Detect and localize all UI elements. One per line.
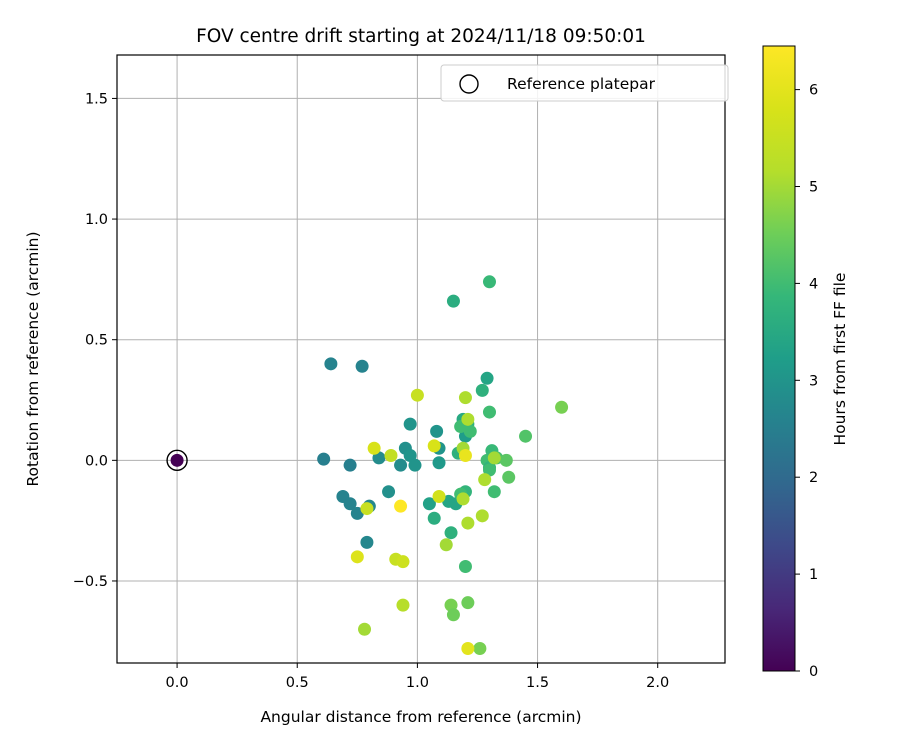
y-tick-label: 1.5 xyxy=(85,91,108,107)
data-point xyxy=(458,391,472,405)
data-point xyxy=(422,497,436,511)
legend-open-circle-icon xyxy=(459,74,479,94)
x-tick-label: 1.5 xyxy=(526,675,549,691)
data-point xyxy=(408,458,422,472)
data-point xyxy=(382,485,396,499)
legend: Reference platepar xyxy=(440,64,729,102)
data-point xyxy=(432,456,446,470)
data-point xyxy=(475,509,489,523)
colorbar-tick-label: 0 xyxy=(809,664,818,680)
colorbar-tick-label: 4 xyxy=(809,276,818,292)
data-point xyxy=(458,449,472,463)
data-point xyxy=(482,463,496,477)
data-point xyxy=(396,598,410,612)
data-point xyxy=(475,383,489,397)
grid-lines xyxy=(117,55,725,663)
chart-title: FOV centre drift starting at 2024/11/18 … xyxy=(196,26,646,47)
data-point xyxy=(403,449,417,463)
data-point xyxy=(446,294,460,308)
x-tick-label: 0.0 xyxy=(166,675,189,691)
data-point xyxy=(519,429,533,443)
data-point xyxy=(499,453,513,467)
data-point xyxy=(317,452,331,466)
x-tick-label: 0.5 xyxy=(286,675,309,691)
data-point xyxy=(367,441,381,455)
data-point xyxy=(170,453,184,467)
data-point xyxy=(410,388,424,402)
data-point xyxy=(350,550,364,564)
y-axis-label: Rotation from reference (arcmin) xyxy=(24,231,42,486)
data-point xyxy=(403,417,417,431)
data-point xyxy=(458,559,472,573)
data-point xyxy=(427,439,441,453)
data-point xyxy=(427,511,441,525)
data-point xyxy=(360,502,374,516)
reference-platepar-marker xyxy=(166,449,188,472)
data-point xyxy=(343,497,357,511)
colorbar-tick-label: 1 xyxy=(809,567,818,583)
data-point xyxy=(482,405,496,419)
x-axis-ticks: 0.0 0.5 1.0 1.5 2.0 xyxy=(166,663,669,691)
plot-frame xyxy=(116,54,726,664)
data-point xyxy=(461,412,475,426)
data-point xyxy=(355,359,369,373)
data-point xyxy=(444,526,458,540)
y-tick-label: 1.0 xyxy=(85,212,108,228)
data-point xyxy=(480,371,494,385)
data-point xyxy=(384,449,398,463)
colorbar-tick-label: 3 xyxy=(809,373,818,389)
legend-entry-reference-platepar: Reference platepar xyxy=(507,75,656,93)
data-point xyxy=(473,642,487,656)
colorbar-label: Hours from first FF file xyxy=(831,273,849,446)
y-tick-label: −0.5 xyxy=(73,574,108,590)
data-point xyxy=(555,400,569,414)
y-axis-ticks: −0.5 0.0 0.5 1.0 1.5 xyxy=(73,91,117,590)
colorbar-tick-label: 2 xyxy=(809,470,818,486)
colorbar-ticks: 0 1 2 3 4 5 6 xyxy=(795,83,818,680)
data-point xyxy=(394,499,408,513)
data-point xyxy=(461,642,475,656)
data-point xyxy=(439,538,453,552)
colorbar-tick-label: 5 xyxy=(809,180,818,196)
data-point xyxy=(463,424,477,438)
x-tick-label: 2.0 xyxy=(646,675,669,691)
data-point xyxy=(350,506,364,520)
data-point xyxy=(372,451,386,465)
data-point xyxy=(360,535,374,549)
data-point xyxy=(461,596,475,610)
data-point xyxy=(456,492,470,506)
data-point xyxy=(358,622,372,636)
colorbar-tick-label: 6 xyxy=(809,83,818,99)
legend-box xyxy=(440,64,729,102)
reference-marker-group xyxy=(166,449,188,472)
data-point xyxy=(324,357,338,371)
data-point xyxy=(430,424,444,438)
data-point xyxy=(487,485,501,499)
y-tick-label: 0.5 xyxy=(85,333,108,349)
data-point xyxy=(446,608,460,622)
data-point xyxy=(396,555,410,569)
x-tick-label: 1.0 xyxy=(406,675,429,691)
data-point xyxy=(502,470,516,484)
data-point xyxy=(487,451,501,465)
y-tick-label: 0.0 xyxy=(85,453,108,469)
data-point xyxy=(482,275,496,289)
x-axis-label: Angular distance from reference (arcmin) xyxy=(260,708,581,726)
colorbar xyxy=(762,45,796,672)
data-point xyxy=(478,473,492,487)
data-points xyxy=(170,275,569,656)
data-point xyxy=(394,458,408,472)
data-point xyxy=(432,490,446,504)
data-point xyxy=(343,458,357,472)
data-point xyxy=(461,516,475,530)
